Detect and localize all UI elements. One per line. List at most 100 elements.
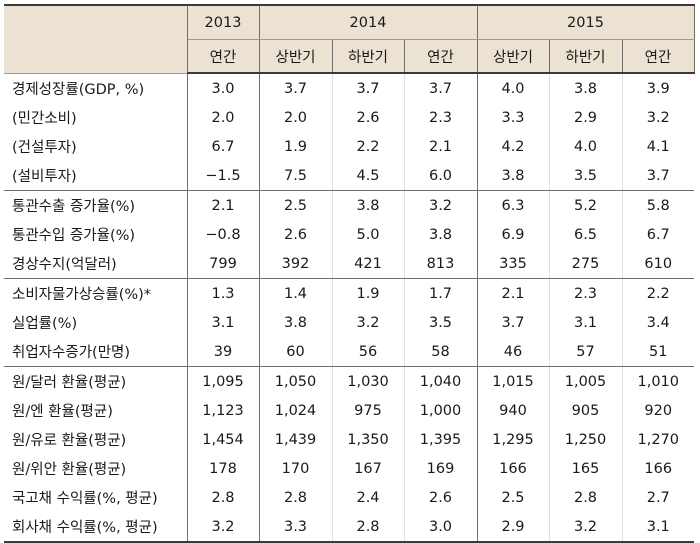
value-cell: 2.1: [476, 278, 549, 308]
row-label: 원/위안 환율(평균): [4, 454, 188, 483]
value-cell: 1,250: [548, 425, 622, 454]
value-cell: 6.7: [186, 132, 260, 161]
value-cell: 920: [621, 396, 694, 425]
value-cell: 2.8: [548, 483, 622, 512]
row-label: (설비투자): [4, 161, 188, 191]
value-cell: 2.9: [476, 512, 549, 543]
value-cell: 3.7: [476, 308, 549, 337]
value-cell: 3.0: [186, 73, 260, 103]
value-cell: 3.8: [403, 220, 478, 249]
value-cell: 1,395: [403, 425, 478, 454]
value-cell: 170: [258, 454, 332, 483]
row-label: 통관수입 증가율(%): [4, 220, 188, 249]
value-cell: 2.0: [258, 103, 332, 132]
table-row: 경제성장률(GDP, %) 3.0 3.7 3.7 3.7 4.0 3.8 3.9: [4, 73, 694, 103]
period-header: 하반기: [331, 39, 405, 74]
value-cell: 169: [403, 454, 478, 483]
value-cell: 3.8: [258, 308, 332, 337]
period-header-row: 연간 상반기 하반기 연간 상반기 하반기 연간: [4, 39, 695, 74]
table-row: 통관수입 증가율(%) −0.8 2.6 5.0 3.8 6.9 6.5 6.7: [4, 220, 694, 249]
value-cell: 3.3: [476, 103, 549, 132]
value-cell: 56: [331, 337, 404, 367]
value-cell: 4.2: [476, 132, 549, 161]
table-row: 원/유로 환율(평균) 1,454 1,439 1,350 1,395 1,295 1,25…: [4, 425, 694, 454]
value-cell: 7.5: [258, 161, 332, 191]
value-cell: 5.8: [621, 190, 694, 220]
value-cell: 392: [258, 249, 332, 279]
value-cell: 1,000: [403, 396, 478, 425]
period-header: 상반기: [258, 39, 333, 74]
value-cell: 799: [186, 249, 260, 279]
value-cell: 975: [331, 396, 404, 425]
period-header: 하반기: [548, 39, 623, 74]
value-cell: 1,024: [258, 396, 332, 425]
value-cell: 178: [186, 454, 260, 483]
table-row: (건설투자) 6.7 1.9 2.2 2.1 4.2 4.0 4.1: [4, 132, 694, 161]
value-cell: 2.8: [186, 483, 260, 512]
row-label: 경상수지(억달러): [4, 249, 188, 279]
value-cell: 1,350: [331, 425, 404, 454]
value-cell: 1,015: [476, 366, 549, 396]
value-cell: 1.9: [258, 132, 332, 161]
value-cell: 2.8: [258, 483, 332, 512]
table-row: 경상수지(억달러) 799 392 421 813 335 275 610: [4, 249, 694, 279]
table-row: 소비자물가상승률(%)* 1.3 1.4 1.9 1.7 2.1 2.3 2.2: [4, 278, 694, 308]
value-cell: 3.9: [621, 73, 694, 103]
value-cell: 275: [548, 249, 622, 279]
row-label: 통관수출 증가율(%): [4, 190, 188, 220]
value-cell: 3.2: [403, 190, 478, 220]
value-cell: 2.3: [548, 278, 622, 308]
value-cell: 3.1: [621, 512, 694, 543]
value-cell: 4.1: [621, 132, 694, 161]
value-cell: 3.2: [186, 512, 260, 543]
value-cell: 6.0: [403, 161, 478, 191]
value-cell: 335: [476, 249, 549, 279]
value-cell: 4.5: [331, 161, 404, 191]
value-cell: 3.2: [621, 103, 694, 132]
value-cell: 2.9: [548, 103, 622, 132]
value-cell: 46: [476, 337, 549, 367]
value-cell: 610: [621, 249, 694, 279]
year-header-2015: 2015: [476, 4, 695, 40]
year-header-2013: 2013: [186, 4, 260, 40]
value-cell: 4.0: [476, 73, 549, 103]
value-cell: 1,270: [621, 425, 694, 454]
value-cell: 1,005: [548, 366, 622, 396]
table-row: 실업률(%) 3.1 3.8 3.2 3.5 3.7 3.1 3.4: [4, 308, 694, 337]
value-cell: 2.3: [403, 103, 478, 132]
value-cell: 3.8: [548, 73, 622, 103]
value-cell: 2.0: [186, 103, 260, 132]
value-cell: 1,030: [331, 366, 404, 396]
year-header-row: 2013 2014 2015: [4, 4, 695, 74]
value-cell: 940: [476, 396, 549, 425]
table-row: 국고채 수익률(%, 평균) 2.8 2.8 2.4 2.6 2.5 2.8 2.7: [4, 483, 694, 512]
value-cell: 5.0: [331, 220, 404, 249]
row-label: 회사채 수익률(%, 평균): [4, 512, 188, 543]
value-cell: 1,439: [258, 425, 332, 454]
period-header: 상반기: [476, 39, 550, 74]
row-label: 국고채 수익률(%, 평균): [4, 483, 188, 512]
table-row: 원/위안 환율(평균) 178 170 167 169 166 165 166: [4, 454, 694, 483]
table-row: 원/엔 환율(평균) 1,123 1,024 975 1,000 940 905 920: [4, 396, 694, 425]
value-cell: 905: [548, 396, 622, 425]
value-cell: 166: [621, 454, 694, 483]
value-cell: 3.5: [403, 308, 478, 337]
value-cell: 58: [403, 337, 478, 367]
value-cell: 1,095: [186, 366, 260, 396]
value-cell: 166: [476, 454, 549, 483]
table-body: 경제성장률(GDP, %) 3.0 3.7 3.7 3.7 4.0 3.8 3.9 (민간소비)…: [4, 73, 694, 543]
value-cell: 1,050: [258, 366, 332, 396]
value-cell: 5.2: [548, 190, 622, 220]
value-cell: 1,295: [476, 425, 549, 454]
value-cell: 2.1: [403, 132, 478, 161]
value-cell: 6.5: [548, 220, 622, 249]
value-cell: 39: [186, 337, 260, 367]
value-cell: 57: [548, 337, 622, 367]
table-row: (민간소비) 2.0 2.0 2.6 2.3 3.3 2.9 3.2: [4, 103, 694, 132]
period-header: 연간: [186, 39, 260, 74]
value-cell: 60: [258, 337, 332, 367]
value-cell: 813: [403, 249, 478, 279]
value-cell: 421: [331, 249, 404, 279]
header-corner-cell: [4, 4, 188, 74]
year-header-2014: 2014: [258, 4, 478, 40]
